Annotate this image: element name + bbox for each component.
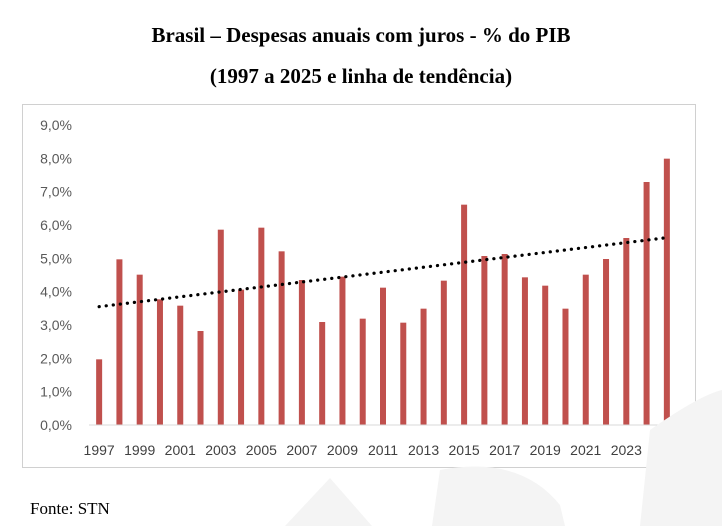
y-tick-label: 7,0% xyxy=(40,184,72,200)
trend-line xyxy=(97,236,669,309)
bar-2022 xyxy=(603,259,610,425)
y-axis: 0,0% 1,0% 2,0% 3,0% 4,0% 5,0% 6,0% 7,0% 8,0% 9,0% xyxy=(40,117,72,433)
bar-2002 xyxy=(197,331,204,425)
bar-2019 xyxy=(542,285,549,425)
chart-title: Brasil – Despesas anuais com juros - % d… xyxy=(151,23,571,47)
bar-2016 xyxy=(481,256,488,425)
bar-2017 xyxy=(501,254,508,425)
y-tick-label: 1,0% xyxy=(40,384,72,400)
bar-2014 xyxy=(440,280,447,425)
bar-2005 xyxy=(258,227,265,425)
chart-frame: 0,0% 1,0% 2,0% 3,0% 4,0% 5,0% 6,0% 7,0% 8,0% 9,0%… xyxy=(22,104,696,468)
bar-2015 xyxy=(461,204,468,425)
x-tick-label: 2011 xyxy=(368,442,398,458)
bar-2018 xyxy=(521,277,528,425)
bar-2013 xyxy=(420,308,427,425)
bar-2024 xyxy=(643,182,650,425)
x-tick-label: 2009 xyxy=(327,442,358,458)
x-tick-label: 2025 xyxy=(651,442,682,458)
y-tick-label: 9,0% xyxy=(40,117,72,133)
x-axis: 1997 1999 2001 2003 2005 2007 2009 2011 2013 2015… xyxy=(84,442,683,458)
bar-2011 xyxy=(380,287,386,425)
bar-2025 xyxy=(663,158,670,425)
x-tick-label: 2023 xyxy=(611,442,642,458)
y-tick-label: 4,0% xyxy=(40,284,72,300)
y-tick-label: 5,0% xyxy=(40,250,72,266)
bar-2009 xyxy=(339,276,346,425)
x-tick-label: 1999 xyxy=(124,442,155,458)
x-tick-label: 2007 xyxy=(286,442,317,458)
bar-1999 xyxy=(136,274,143,425)
bar-2012 xyxy=(400,322,407,425)
x-tick-label: 2019 xyxy=(530,442,561,458)
bar-2006 xyxy=(278,251,285,425)
bar-2007 xyxy=(298,280,305,425)
bar-series xyxy=(96,158,670,425)
bar-2021 xyxy=(582,274,589,425)
x-tick-label: 2021 xyxy=(570,442,601,458)
bar-2010 xyxy=(359,318,366,425)
chart-subtitle: (1997 a 2025 e linha de tendência) xyxy=(209,64,513,88)
bar-2020 xyxy=(562,308,569,425)
x-tick-label: 2003 xyxy=(205,442,236,458)
x-tick-label: 2015 xyxy=(449,442,480,458)
y-tick-label: 8,0% xyxy=(40,150,72,166)
x-tick-label: 2017 xyxy=(489,442,520,458)
y-tick-label: 6,0% xyxy=(40,217,72,233)
bar-2001 xyxy=(177,305,184,425)
bar-chart: 0,0% 1,0% 2,0% 3,0% 4,0% 5,0% 6,0% 7,0% 8,0% 9,0%… xyxy=(40,117,683,458)
y-tick-label: 0,0% xyxy=(40,417,72,433)
source-note: Fonte: STN xyxy=(30,499,110,518)
x-tick-label: 1997 xyxy=(84,442,115,458)
x-tick-label: 2001 xyxy=(165,442,196,458)
bar-2023 xyxy=(623,238,630,425)
y-tick-label: 3,0% xyxy=(40,317,72,333)
y-tick-label: 2,0% xyxy=(40,350,72,366)
bar-2003 xyxy=(217,229,224,425)
bar-2000 xyxy=(156,299,163,425)
bar-2008 xyxy=(319,322,326,425)
bar-1997 xyxy=(96,359,103,425)
bar-2004 xyxy=(238,289,245,425)
x-tick-label: 2013 xyxy=(408,442,439,458)
bar-1998 xyxy=(116,259,123,425)
x-tick-label: 2005 xyxy=(246,442,277,458)
